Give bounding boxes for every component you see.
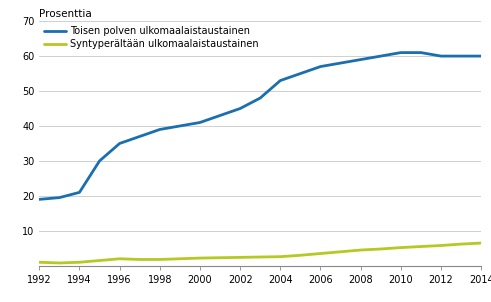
Syntyperältään ulkomaalaistaustainen xyxy=(338,250,344,254)
Text: Prosenttia: Prosenttia xyxy=(39,9,92,19)
Syntyperältään ulkomaalaistaustainen xyxy=(117,257,123,261)
Toisen polven ulkomaalaistaustainen xyxy=(318,65,324,68)
Toisen polven ulkomaalaistaustainen xyxy=(77,191,82,194)
Toisen polven ulkomaalaistaustainen xyxy=(257,96,263,100)
Toisen polven ulkomaalaistaustainen xyxy=(117,142,123,145)
Syntyperältään ulkomaalaistaustainen xyxy=(237,255,243,259)
Syntyperältään ulkomaalaistaustainen xyxy=(77,260,82,264)
Toisen polven ulkomaalaistaustainen xyxy=(438,54,444,58)
Syntyperältään ulkomaalaistaustainen xyxy=(177,257,183,261)
Toisen polven ulkomaalaistaustainen xyxy=(378,54,383,58)
Toisen polven ulkomaalaistaustainen xyxy=(97,159,103,163)
Toisen polven ulkomaalaistaustainen xyxy=(358,58,364,61)
Syntyperältään ulkomaalaistaustainen xyxy=(56,261,62,265)
Syntyperältään ulkomaalaistaustainen xyxy=(298,253,303,257)
Toisen polven ulkomaalaistaustainen xyxy=(458,54,464,58)
Toisen polven ulkomaalaistaustainen xyxy=(157,128,163,131)
Line: Syntyperältään ulkomaalaistaustainen: Syntyperältään ulkomaalaistaustainen xyxy=(39,243,481,263)
Syntyperältään ulkomaalaistaustainen xyxy=(358,248,364,252)
Syntyperältään ulkomaalaistaustainen xyxy=(97,259,103,262)
Syntyperältään ulkomaalaistaustainen xyxy=(438,244,444,247)
Toisen polven ulkomaalaistaustainen xyxy=(197,121,203,124)
Syntyperältään ulkomaalaistaustainen xyxy=(418,245,424,248)
Toisen polven ulkomaalaistaustainen xyxy=(478,54,484,58)
Syntyperältään ulkomaalaistaustainen xyxy=(36,260,42,264)
Toisen polven ulkomaalaistaustainen xyxy=(217,114,223,117)
Syntyperältään ulkomaalaistaustainen xyxy=(458,242,464,246)
Toisen polven ulkomaalaistaustainen xyxy=(398,51,404,54)
Syntyperältään ulkomaalaistaustainen xyxy=(137,258,143,261)
Toisen polven ulkomaalaistaustainen xyxy=(56,196,62,199)
Syntyperältään ulkomaalaistaustainen xyxy=(478,241,484,245)
Syntyperältään ulkomaalaistaustainen xyxy=(378,247,383,251)
Syntyperältään ulkomaalaistaustainen xyxy=(398,246,404,249)
Toisen polven ulkomaalaistaustainen xyxy=(418,51,424,54)
Syntyperältään ulkomaalaistaustainen xyxy=(197,256,203,260)
Syntyperältään ulkomaalaistaustainen xyxy=(277,255,283,259)
Line: Toisen polven ulkomaalaistaustainen: Toisen polven ulkomaalaistaustainen xyxy=(39,53,481,199)
Syntyperältään ulkomaalaistaustainen xyxy=(157,258,163,261)
Toisen polven ulkomaalaistaustainen xyxy=(36,198,42,201)
Toisen polven ulkomaalaistaustainen xyxy=(237,107,243,110)
Toisen polven ulkomaalaistaustainen xyxy=(177,124,183,128)
Toisen polven ulkomaalaistaustainen xyxy=(338,61,344,65)
Syntyperältään ulkomaalaistaustainen xyxy=(217,256,223,259)
Toisen polven ulkomaalaistaustainen xyxy=(137,135,143,138)
Syntyperältään ulkomaalaistaustainen xyxy=(318,252,324,255)
Legend: Toisen polven ulkomaalaistaustainen, Syntyperältään ulkomaalaistaustainen: Toisen polven ulkomaalaistaustainen, Syn… xyxy=(42,24,261,51)
Syntyperältään ulkomaalaistaustainen xyxy=(257,255,263,259)
Toisen polven ulkomaalaistaustainen xyxy=(298,72,303,76)
Toisen polven ulkomaalaistaustainen xyxy=(277,79,283,82)
